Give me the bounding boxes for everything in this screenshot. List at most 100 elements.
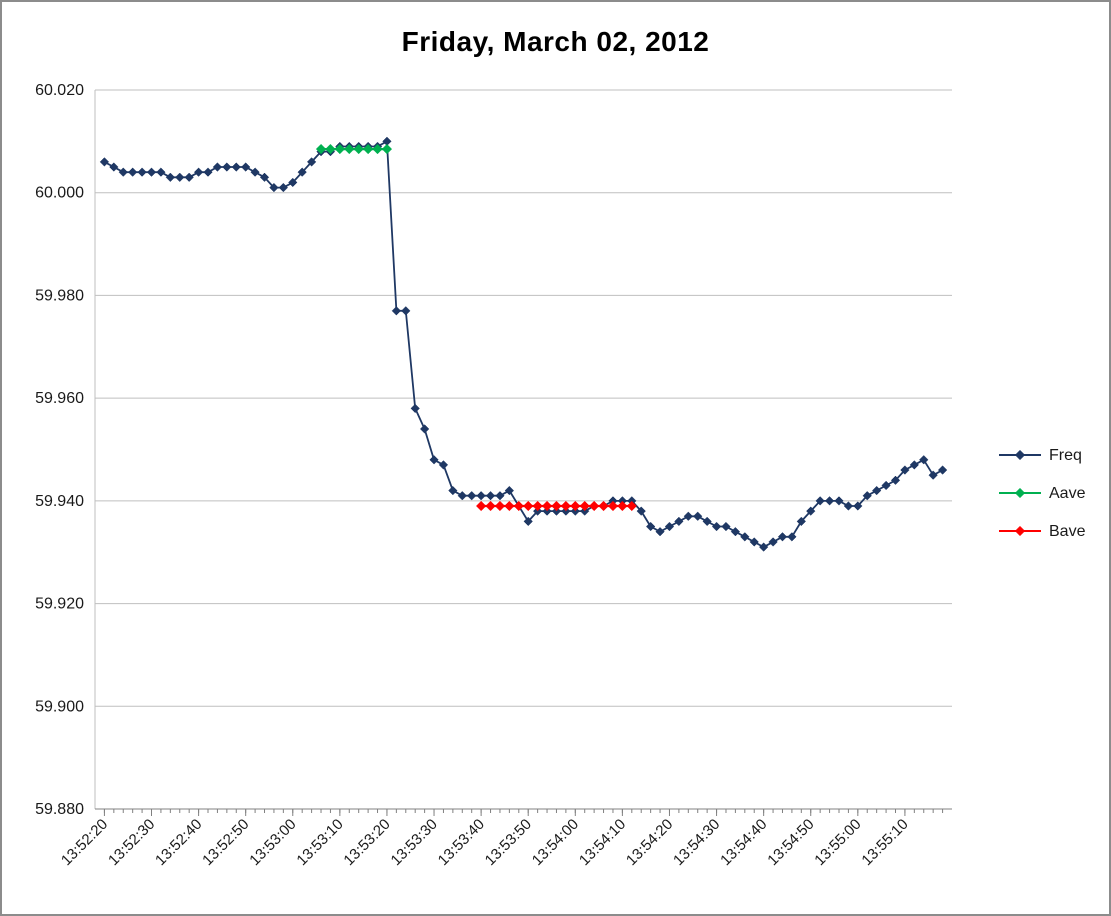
data-point-marker xyxy=(532,500,543,512)
data-point-marker xyxy=(626,500,637,512)
data-point-marker xyxy=(372,143,383,155)
data-point-marker xyxy=(919,455,929,465)
legend-label: Bave xyxy=(1049,523,1086,540)
x-axis-tick-label: 13:54:10 xyxy=(576,816,629,869)
data-point-marker xyxy=(475,500,487,512)
data-point-marker xyxy=(664,521,675,532)
x-axis-tick-label: 13:54:50 xyxy=(764,816,817,869)
y-axis-tick-label: 60.000 xyxy=(35,185,84,202)
data-point-marker xyxy=(1014,525,1026,537)
data-point-marker xyxy=(504,500,515,512)
x-axis-tick-label: 13:54:20 xyxy=(623,816,676,869)
data-point-marker xyxy=(128,167,138,177)
y-axis-tick-label: 60.020 xyxy=(35,82,84,99)
data-point-marker xyxy=(429,455,439,465)
series-aave xyxy=(315,143,393,155)
data-point-marker xyxy=(834,496,844,506)
data-point-marker xyxy=(777,532,788,542)
data-point-marker xyxy=(853,501,863,511)
data-point-marker xyxy=(504,485,515,496)
data-point-marker xyxy=(560,500,572,512)
x-axis-tick-label: 13:53:30 xyxy=(388,816,441,869)
data-point-marker xyxy=(655,527,665,537)
series-freq xyxy=(99,136,948,552)
x-axis-tick-label: 13:55:10 xyxy=(858,816,911,869)
data-point-marker xyxy=(607,500,619,512)
data-point-marker xyxy=(523,500,534,512)
x-axis-tick-label: 13:54:30 xyxy=(670,816,723,869)
data-point-marker xyxy=(1014,487,1026,499)
x-axis-tick-label: 13:53:50 xyxy=(482,816,535,869)
x-axis-tick-label: 13:52:20 xyxy=(58,816,111,869)
data-point-marker xyxy=(193,167,204,177)
data-point-marker xyxy=(485,500,496,512)
data-point-marker xyxy=(928,470,938,480)
x-axis-tick-label: 13:53:20 xyxy=(340,816,393,869)
data-point-marker xyxy=(231,162,241,172)
data-point-marker xyxy=(843,501,854,511)
data-point-marker xyxy=(693,511,703,521)
x-axis-tick-label: 13:53:10 xyxy=(293,816,346,869)
data-point-marker xyxy=(617,500,628,512)
data-point-marker xyxy=(306,157,317,167)
x-axis-tick-label: 13:52:40 xyxy=(152,816,205,869)
data-point-marker xyxy=(937,465,948,475)
data-point-marker xyxy=(683,511,693,521)
data-point-marker xyxy=(721,521,731,532)
data-point-marker xyxy=(541,500,553,512)
data-point-marker xyxy=(485,491,496,501)
data-point-marker xyxy=(184,172,194,182)
data-point-marker xyxy=(259,172,270,182)
data-point-marker xyxy=(494,500,506,512)
data-point-marker xyxy=(730,527,741,537)
data-point-marker xyxy=(796,516,806,527)
x-axis-tick-label: 13:52:30 xyxy=(105,816,158,869)
data-point-marker xyxy=(674,516,684,527)
data-point-marker xyxy=(212,162,223,172)
legend-label: Aave xyxy=(1049,485,1086,502)
data-point-marker xyxy=(99,157,110,167)
data-point-marker xyxy=(1014,449,1026,461)
data-point-marker xyxy=(570,500,581,512)
data-point-marker xyxy=(438,460,449,470)
data-point-marker xyxy=(109,162,119,172)
y-axis-tick-label: 59.900 xyxy=(35,698,84,715)
data-point-marker xyxy=(419,424,430,434)
y-axis-tick-label: 59.940 xyxy=(35,493,84,510)
data-point-marker xyxy=(391,306,402,316)
data-point-marker xyxy=(241,162,251,172)
data-point-marker xyxy=(495,491,505,501)
data-point-marker xyxy=(353,143,364,155)
data-point-marker xyxy=(401,306,411,316)
x-axis-tick-label: 13:53:40 xyxy=(435,816,488,869)
data-point-marker xyxy=(824,496,835,506)
data-point-marker xyxy=(457,491,467,501)
data-point-marker xyxy=(758,542,769,552)
data-point-marker xyxy=(702,516,712,527)
data-point-marker xyxy=(815,496,825,506)
legend-item-freq: Freq xyxy=(999,447,1082,464)
data-point-marker xyxy=(250,167,260,177)
data-point-marker xyxy=(588,500,600,512)
data-point-marker xyxy=(118,167,128,177)
legend-label: Freq xyxy=(1049,447,1082,464)
data-point-marker xyxy=(900,465,910,475)
data-point-marker xyxy=(476,491,486,501)
data-point-marker xyxy=(523,516,533,527)
data-point-marker xyxy=(467,491,477,501)
data-point-marker xyxy=(881,480,891,491)
y-axis-tick-label: 59.920 xyxy=(35,596,84,613)
data-point-marker xyxy=(636,506,646,516)
data-point-marker xyxy=(890,475,901,485)
data-point-marker xyxy=(872,485,882,496)
data-point-marker xyxy=(909,460,919,470)
data-point-marker xyxy=(598,500,609,512)
data-point-marker xyxy=(787,532,797,542)
x-axis-tick-label: 13:52:50 xyxy=(199,816,252,869)
data-point-marker xyxy=(381,143,393,155)
x-axis-tick-label: 13:55:00 xyxy=(811,816,864,869)
chart-title: Friday, March 02, 2012 xyxy=(401,26,710,57)
data-point-marker xyxy=(315,143,327,155)
